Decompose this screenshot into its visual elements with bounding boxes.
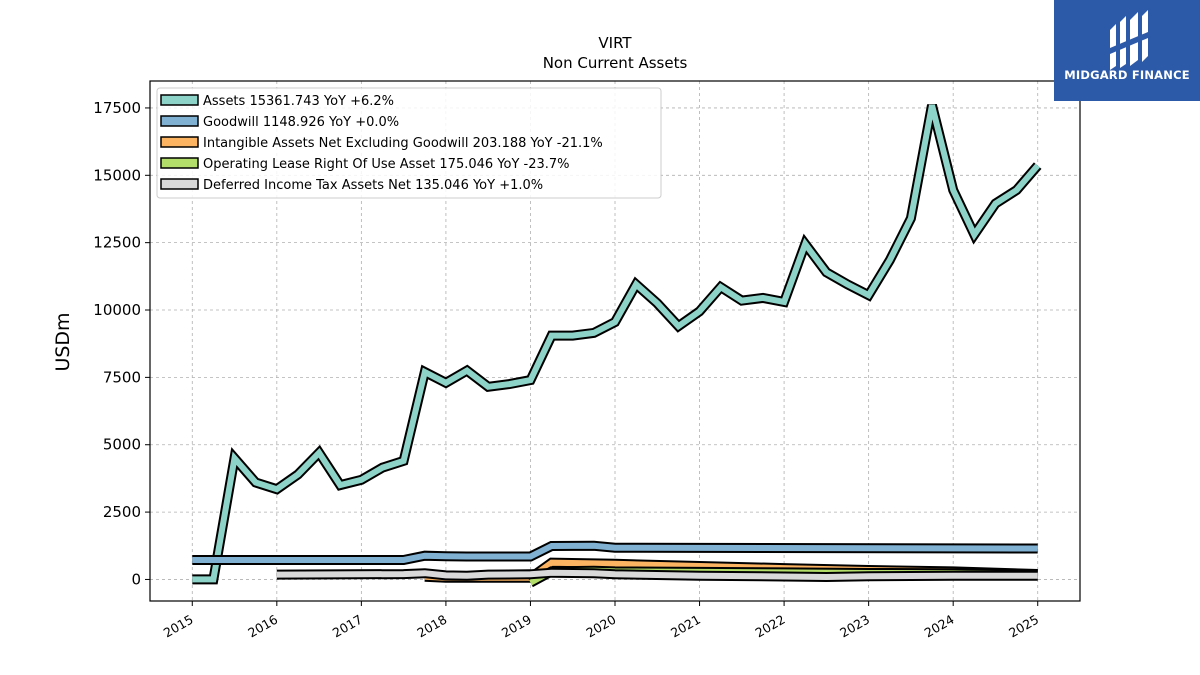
y-axis: 0 2500 5000 7500 10000 12500 15000 17500: [93, 99, 150, 588]
x-tick-label: 2017: [330, 612, 365, 641]
series-line-1: [192, 542, 1038, 563]
legend: Assets 15361.743 YoY +6.2% Goodwill 1148.…: [156, 87, 662, 199]
x-tick-label: 2015: [161, 612, 196, 641]
series-line-4: [276, 569, 1038, 581]
legend-swatch: [160, 94, 199, 106]
legend-swatch: [160, 157, 199, 169]
x-tick-label: 2021: [668, 612, 703, 641]
y-tick-label: 15000: [93, 166, 141, 184]
legend-entry: Deferred Income Tax Assets Net 135.046 Y…: [203, 178, 543, 193]
x-tick-label: 2024: [922, 612, 957, 641]
y-tick-label: 17500: [93, 99, 141, 117]
x-tick-label: 2022: [753, 612, 788, 641]
y-tick-label: 7500: [103, 368, 141, 386]
y-tick-label: 0: [131, 570, 141, 588]
x-tick-label: 2016: [245, 612, 280, 641]
legend-entry: Intangible Assets Net Excluding Goodwill…: [203, 136, 603, 151]
legend-entry: Goodwill 1148.926 YoY +0.0%: [203, 115, 399, 130]
legend-swatch: [160, 178, 199, 190]
legend-swatch: [160, 136, 199, 148]
y-tick-label: 2500: [103, 503, 141, 521]
legend-entry: Assets 15361.743 YoY +6.2%: [203, 94, 394, 109]
y-tick-label: 5000: [103, 436, 141, 454]
legend-entry: Operating Lease Right Of Use Asset 175.0…: [203, 157, 570, 172]
series-layer: [192, 103, 1042, 588]
legend-box: [156, 87, 662, 199]
x-tick-label: 2023: [837, 612, 872, 641]
y-tick-label: 12500: [93, 234, 141, 252]
legend-swatch: [160, 115, 199, 127]
x-tick-label: 2018: [414, 612, 449, 641]
logo-text: MIDGARD FINANCE: [1064, 68, 1190, 82]
series-line-0: [192, 104, 1040, 583]
midgard-finance-logo: MIDGARD FINANCE: [1054, 0, 1200, 101]
x-axis: 2015 2016 2017 2018 2019 2020 2021 2022 2023 2024…: [161, 601, 1041, 641]
chart-subtitle: Non Current Assets: [543, 54, 688, 72]
y-axis-label: USDm: [52, 312, 74, 371]
gridlines: [150, 81, 1080, 601]
x-tick-label: 2025: [1006, 612, 1041, 641]
x-tick-label: 2019: [499, 612, 534, 641]
logo-mark-icon: [1054, 0, 1200, 101]
y-tick-label: 10000: [93, 301, 141, 319]
chart-title: VIRT: [598, 34, 632, 52]
x-tick-label: 2020: [583, 612, 618, 641]
